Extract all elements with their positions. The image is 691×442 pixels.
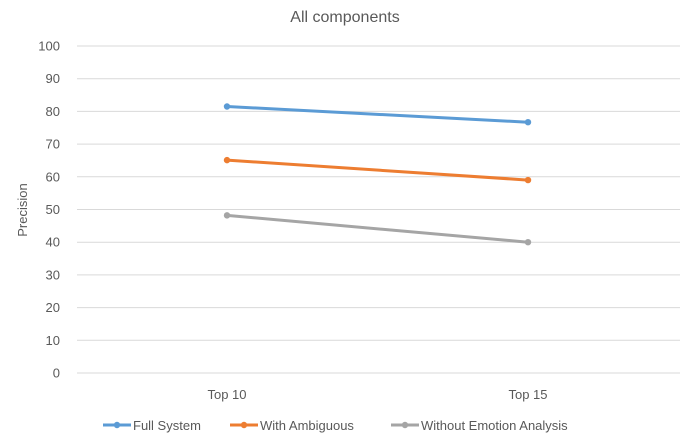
y-tick-label: 80 xyxy=(46,104,60,119)
series-line xyxy=(225,158,530,182)
legend-item: Full System xyxy=(103,418,201,433)
y-tick-label: 70 xyxy=(46,137,60,152)
data-point xyxy=(524,118,532,126)
data-point xyxy=(223,156,231,164)
y-tick-label: 20 xyxy=(46,300,60,315)
y-tick-label: 100 xyxy=(38,39,60,54)
data-point xyxy=(223,212,231,219)
y-tick-label: 40 xyxy=(46,235,60,250)
data-point xyxy=(524,239,532,246)
series-group xyxy=(223,103,532,246)
series-line xyxy=(225,104,530,124)
legend-label: With Ambiguous xyxy=(260,418,354,433)
x-tick-label: Top 10 xyxy=(207,387,246,402)
data-point xyxy=(223,103,231,110)
series-without-emotion-analysis xyxy=(223,212,532,246)
legend-item: Without Emotion Analysis xyxy=(391,418,568,433)
legend-swatch-marker xyxy=(401,421,409,429)
y-tick-label: 90 xyxy=(46,71,60,86)
y-tick-label: 50 xyxy=(46,202,60,217)
series-line xyxy=(225,213,530,244)
legend-label: Full System xyxy=(133,418,201,433)
y-tick-label: 30 xyxy=(46,267,60,282)
y-axis-label: Precision xyxy=(15,183,30,236)
chart-title: All components xyxy=(290,9,399,26)
legend-label: Without Emotion Analysis xyxy=(421,418,568,433)
y-axis-ticks: 0 10 20 30 40 50 60 70 80 90 100 xyxy=(38,39,60,381)
legend: Full System With Ambiguous Without Emotion… xyxy=(103,418,568,433)
series-with-ambiguous xyxy=(223,156,532,184)
series-full-system xyxy=(223,103,532,126)
legend-swatch-marker xyxy=(113,421,121,429)
y-tick-label: 10 xyxy=(46,333,60,348)
gridlines xyxy=(77,45,680,374)
x-axis-ticks: Top 10 Top 15 xyxy=(207,387,547,402)
y-tick-label: 0 xyxy=(53,366,60,381)
x-tick-label: Top 15 xyxy=(508,387,547,402)
legend-item: With Ambiguous xyxy=(230,418,354,433)
legend-swatch-marker xyxy=(240,421,248,429)
y-tick-label: 60 xyxy=(46,169,60,184)
data-point xyxy=(524,176,532,184)
